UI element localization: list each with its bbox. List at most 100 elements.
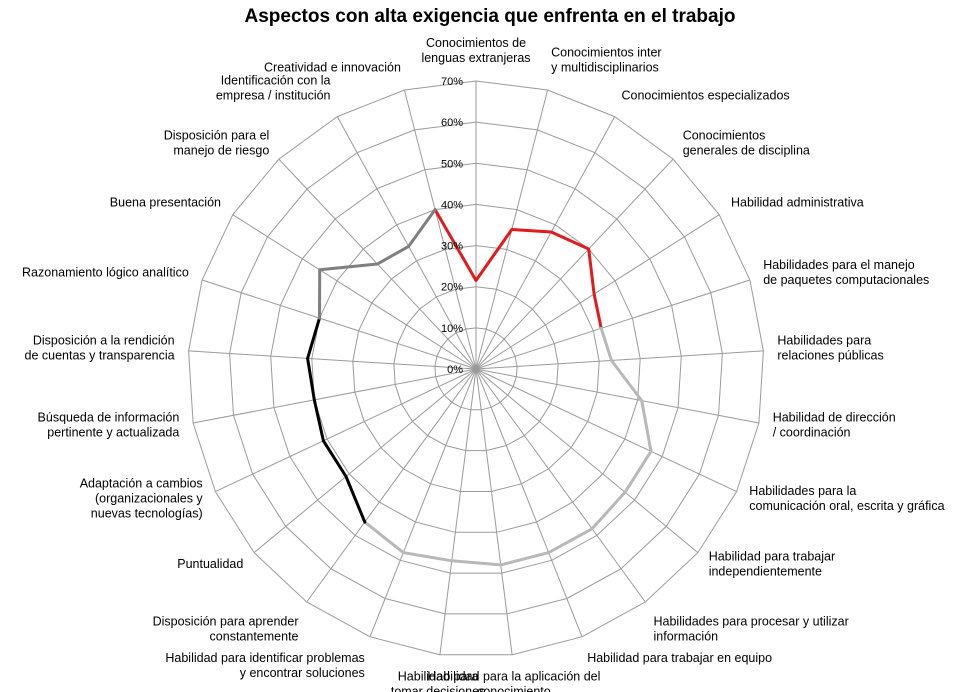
- chart-title: Aspectos con alta exigencia que enfrenta…: [245, 6, 736, 27]
- category-label-line: Habilidad para la aplicación del: [427, 670, 600, 684]
- grid-ring-6: [229, 121, 723, 615]
- grid-spoke-13: [475, 368, 513, 655]
- category-label-4: Conocimientos generales de disciplina: [683, 129, 810, 158]
- category-label-line: comunicación oral, escrita y gráfica: [749, 499, 944, 513]
- grid-spoke-22: [232, 214, 477, 370]
- category-label-line: Habilidades para: [777, 334, 871, 348]
- category-label-line: Creatividad e innovación: [264, 61, 401, 75]
- category-label-line: nuevas tecnologías): [91, 507, 203, 521]
- grid-spoke-3: [475, 116, 616, 370]
- grid-spoke-6: [475, 279, 751, 370]
- category-labels: Conocimientos de lenguas extranjeras Conoc…: [22, 36, 945, 692]
- grid-spoke-10: [475, 368, 699, 553]
- category-label-line: relaciones públicas: [777, 349, 883, 363]
- category-label-9: Habilidades para la comunicación oral, es…: [749, 484, 944, 513]
- series-segment-2: [363, 326, 653, 567]
- category-label-16: Disposición para aprender constantemente: [153, 614, 299, 643]
- tick-label-60: 60%: [441, 117, 463, 129]
- grid-spoke-24: [336, 116, 477, 370]
- category-label-line: (organizacionales y: [95, 492, 203, 506]
- category-label-line: conocimiento: [477, 685, 551, 692]
- category-label-line: Disposición a la rendición: [33, 334, 175, 348]
- category-label-2: Conocimientos inter y multidisciplinarios: [551, 46, 661, 75]
- category-label-line: Conocimientos de: [426, 36, 526, 50]
- category-label-line: de paquetes computacionales: [763, 273, 929, 287]
- category-label-line: Habilidades para el manejo: [763, 258, 915, 272]
- grid-spoke-8: [475, 368, 759, 424]
- category-label-line: manejo de riesgo: [173, 144, 269, 158]
- category-label-17: Puntualidad: [177, 557, 243, 571]
- category-label-line: Puntualidad: [177, 557, 243, 571]
- category-label-14: Habilidad para tomar decisiones: [391, 670, 486, 692]
- category-label-15: Habilidad para identificar problemas y en…: [165, 651, 364, 680]
- grid-ring-5: [270, 162, 682, 574]
- category-label-3: Conocimientos especializados: [622, 88, 790, 102]
- category-label-line: Habilidades para la: [749, 484, 856, 498]
- category-label-5: Habilidad administrativa: [731, 196, 864, 210]
- category-label-line: Adaptación a cambios: [80, 477, 203, 491]
- category-label-line: y multidisciplinarios: [551, 61, 659, 75]
- category-label-line: Búsqueda de información: [38, 411, 180, 425]
- grid-ring-4: [311, 203, 641, 533]
- category-label-19: Búsqueda de información pertinente y actu…: [38, 411, 180, 440]
- grid-spoke-14: [439, 368, 477, 655]
- category-label-8: Habilidad de dirección / coordinación: [773, 411, 896, 440]
- category-label-line: Habilidad para identificar problemas: [165, 651, 364, 665]
- grid-spoke-15: [369, 368, 477, 637]
- category-label-line: Identificación con la: [221, 73, 331, 87]
- category-label-22: Buena presentación: [110, 196, 221, 210]
- grid-spoke-25: [403, 89, 477, 370]
- category-label-21: Razonamiento lógico analítico: [22, 265, 189, 279]
- category-label-line: Conocimientos inter: [551, 46, 661, 60]
- grid-ring-7: [188, 80, 764, 656]
- category-label-10: Habilidad para trabajar independientement…: [709, 549, 835, 578]
- grid-spoke-17: [253, 368, 477, 553]
- category-label-25: Creatividad e innovación: [264, 61, 401, 75]
- grid-spoke-9: [475, 368, 737, 493]
- category-label-line: Conocimientos especializados: [622, 88, 790, 102]
- category-label-7: Habilidades para relaciones públicas: [777, 334, 883, 363]
- category-label-line: generales de disciplina: [683, 144, 810, 158]
- grid-spoke-19: [193, 368, 477, 424]
- category-label-23: Disposición para el manejo de riesgo: [164, 129, 270, 158]
- category-label-13: Habilidad para la aplicación del conocimi…: [427, 670, 600, 692]
- grid-spoke-7: [475, 350, 764, 370]
- series-segment-3: [306, 316, 367, 524]
- category-label-line: información: [654, 629, 719, 643]
- category-label-line: Habilidad para: [398, 670, 479, 684]
- series-segment-4: [318, 208, 437, 320]
- radial-tick-labels: 0% 10% 20% 30% 40% 50% 60% 70%: [441, 76, 463, 376]
- category-label-line: Habilidades para procesar y utilizar: [654, 614, 849, 628]
- category-label-line: pertinente y actualizada: [47, 426, 179, 440]
- category-label-line: / coordinación: [773, 426, 851, 440]
- grid-ring-1: [434, 327, 518, 411]
- series-segment-1: [433, 208, 603, 330]
- radar-series: [306, 208, 653, 567]
- category-label-line: tomar decisiones: [391, 685, 486, 692]
- category-label-line: Disposición para el: [164, 129, 270, 143]
- tick-label-10: 10%: [441, 323, 463, 335]
- category-label-line: Habilidad de dirección: [773, 411, 896, 425]
- grid-spoke-11: [475, 368, 646, 603]
- tick-label-50: 50%: [441, 158, 463, 170]
- category-label-6: Habilidades para el manejo de paquetes co…: [763, 258, 929, 287]
- category-label-line: de cuentas y transparencia: [25, 349, 175, 363]
- category-label-11: Habilidades para procesar y utilizar info…: [654, 614, 849, 643]
- category-label-line: empresa / institución: [216, 88, 331, 102]
- category-label-line: lenguas extranjeras: [421, 51, 530, 65]
- category-label-line: Habilidad administrativa: [731, 196, 864, 210]
- grid-spoke-16: [306, 368, 477, 603]
- category-label-line: constantemente: [210, 629, 299, 643]
- category-label-1: Conocimientos de lenguas extranjeras: [421, 36, 530, 65]
- grid-spoke-21: [201, 279, 477, 370]
- tick-label-70: 70%: [441, 76, 463, 88]
- grid-ring-2: [393, 286, 559, 452]
- radar-grid: [188, 80, 764, 656]
- category-label-line: Conocimientos: [683, 129, 766, 143]
- tick-label-20: 20%: [441, 282, 463, 294]
- category-label-12: Habilidad para trabajar en equipo: [587, 651, 772, 665]
- tick-label-30: 30%: [441, 241, 463, 253]
- category-label-line: Disposición para aprender: [153, 614, 299, 628]
